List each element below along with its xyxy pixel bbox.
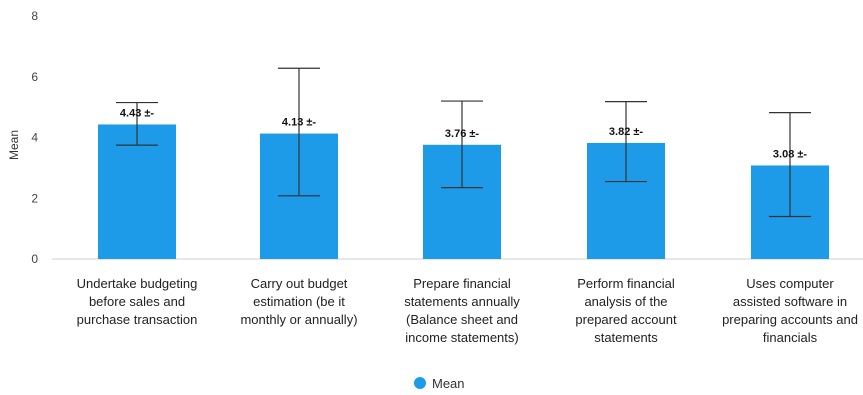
- data-label: 3.08 ±-: [773, 148, 808, 160]
- error-bar: [278, 67, 320, 197]
- y-axis-title: Mean: [7, 130, 21, 160]
- category-label-line: monthly or annually): [240, 312, 357, 327]
- category-labels: Undertake budgeting before sales and purch…: [77, 276, 858, 345]
- legend[interactable]: Mean: [414, 376, 465, 391]
- error-bar: [605, 101, 647, 183]
- category-label-line: analysis of the: [584, 294, 667, 309]
- error-bar: [769, 111, 811, 218]
- category-label-line: prepared account: [575, 312, 677, 327]
- category-label: Prepare financial statements annually (Bal…: [404, 276, 520, 345]
- bar-mean[interactable]: [98, 124, 176, 259]
- data-label: 4.43 ±-: [120, 107, 155, 119]
- category-label-line: Perform financial: [577, 276, 675, 291]
- category-label-line: estimation (be it: [253, 294, 345, 309]
- category-label-line: Undertake budgeting: [77, 276, 198, 291]
- y-tick-label: 2: [31, 191, 38, 205]
- category-label-line: before sales and: [89, 294, 185, 309]
- category-label-line: statements: [594, 330, 658, 345]
- category-label-line: financials: [763, 330, 818, 345]
- category-label: Undertake budgeting before sales and purch…: [77, 276, 198, 327]
- data-labels: 4.43 ±- 4.13 ±- 3.76 ±- 3.82 ±- 3.08 ±-: [120, 107, 808, 160]
- category-label-line: purchase transaction: [77, 312, 198, 327]
- y-tick-label: 4: [31, 131, 38, 145]
- category-label-line: Uses computer: [746, 276, 834, 291]
- data-label: 4.13 ±-: [282, 117, 317, 129]
- category-label-line: Carry out budget: [251, 276, 348, 291]
- error-bars: [116, 67, 811, 218]
- category-label-line: income statements): [405, 330, 518, 345]
- y-tick-label: 0: [31, 252, 38, 266]
- data-label: 3.76 ±-: [445, 128, 480, 140]
- category-label: Uses computer assisted software in prepari…: [722, 276, 858, 345]
- category-label-line: (Balance sheet and: [406, 312, 518, 327]
- y-tick-label: 8: [31, 9, 38, 23]
- error-bar: [116, 101, 158, 146]
- data-label: 3.82 ±-: [609, 126, 644, 138]
- y-axis: 0 2 4 6 8: [31, 9, 38, 266]
- category-label-line: Prepare financial: [413, 276, 511, 291]
- category-label-line: assisted software in: [733, 294, 847, 309]
- category-label-line: preparing accounts and: [722, 312, 858, 327]
- legend-marker-mean: [414, 377, 426, 389]
- bars: [98, 124, 829, 259]
- legend-label-mean: Mean: [432, 376, 465, 391]
- error-bar: [441, 100, 483, 189]
- category-label: Carry out budget estimation (be it monthly…: [240, 276, 357, 327]
- category-label-line: statements annually: [404, 294, 520, 309]
- y-tick-label: 6: [31, 70, 38, 84]
- category-label: Perform financial analysis of the prepared…: [575, 276, 677, 345]
